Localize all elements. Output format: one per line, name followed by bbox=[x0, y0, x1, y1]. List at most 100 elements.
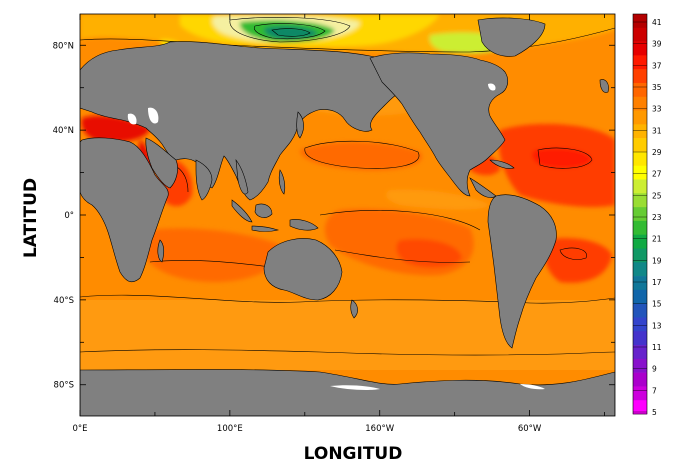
aral-missing bbox=[127, 113, 137, 125]
colorbar-segment bbox=[633, 386, 647, 401]
colorbar-segment bbox=[633, 400, 647, 415]
japan bbox=[296, 111, 304, 139]
colorbar-segment bbox=[633, 124, 647, 139]
colorbar-segment bbox=[633, 358, 647, 373]
colorbar-label: 23 bbox=[652, 213, 662, 222]
y-tick-label: 80°S bbox=[54, 381, 74, 391]
colorbar-label: 41 bbox=[652, 18, 662, 27]
hudson-missing bbox=[488, 83, 496, 91]
sumatra bbox=[231, 199, 253, 223]
colorbar-label: 25 bbox=[652, 191, 662, 200]
south-pacific-core bbox=[396, 238, 462, 268]
contour-pacific-mid bbox=[334, 249, 471, 263]
colorbar-segment bbox=[633, 55, 647, 70]
contour-south-atlantic bbox=[559, 247, 587, 260]
colorbar-label: 39 bbox=[652, 40, 662, 49]
south-america bbox=[487, 194, 557, 349]
antarctica bbox=[80, 369, 615, 416]
british-isles bbox=[599, 79, 609, 93]
equatorial-lower bbox=[386, 189, 490, 210]
colorbar-segment bbox=[633, 207, 647, 222]
x-tick-label: 0°E bbox=[72, 424, 87, 434]
colorbar-label: 15 bbox=[652, 300, 662, 309]
colorbar-segment bbox=[633, 82, 647, 98]
cuba bbox=[489, 159, 515, 169]
south-atlantic-high bbox=[543, 238, 612, 283]
north-pacific-high bbox=[300, 141, 422, 171]
x-tick-label: 100°E bbox=[217, 424, 243, 434]
colorbar-segment bbox=[633, 372, 647, 387]
australia bbox=[263, 238, 343, 301]
x-tick-label: 60°W bbox=[518, 424, 542, 434]
y-tick-label: 80°N bbox=[53, 41, 74, 51]
y-tick-label: 0° bbox=[64, 211, 74, 221]
colorbar-label: 13 bbox=[652, 321, 662, 330]
colorbar-segment bbox=[633, 138, 647, 153]
colorbar-segment bbox=[633, 248, 647, 263]
africa bbox=[80, 137, 169, 283]
colorbar-label: 31 bbox=[652, 126, 662, 135]
southern-ocean-band bbox=[80, 300, 615, 370]
colorbar-label: 29 bbox=[652, 148, 662, 157]
indian-ocean-high bbox=[144, 228, 281, 283]
colorbar-label: 37 bbox=[652, 61, 662, 70]
colorbar-label: 17 bbox=[652, 278, 662, 287]
colorbar-label: 5 bbox=[652, 408, 657, 417]
contour-arctic-inner3 bbox=[271, 28, 311, 37]
colorbar-segment bbox=[633, 303, 647, 318]
colorbar-segment bbox=[633, 179, 647, 194]
contour-north-atlantic bbox=[537, 147, 593, 169]
x-axis-title: LONGITUD bbox=[304, 444, 403, 464]
y-tick-label: 40°S bbox=[54, 296, 74, 306]
colorbar-label: 9 bbox=[652, 365, 657, 374]
antarctic-edge-2 bbox=[520, 384, 545, 390]
north-atlantic-core bbox=[532, 148, 592, 169]
contour-arctic-inner1 bbox=[229, 17, 351, 43]
x-tick-label: 160°W bbox=[365, 424, 394, 434]
colorbar-label: 11 bbox=[652, 343, 662, 352]
colorbar-segment bbox=[633, 193, 647, 208]
colorbar-segment bbox=[633, 262, 647, 277]
contour-north-pacific bbox=[304, 140, 420, 169]
caspian-missing bbox=[148, 107, 159, 124]
contour-arctic bbox=[80, 27, 615, 53]
india bbox=[195, 159, 213, 201]
colorbar-segment bbox=[633, 234, 647, 249]
greenland bbox=[477, 17, 546, 57]
colorbar-label: 21 bbox=[652, 235, 662, 244]
madagascar bbox=[157, 239, 165, 263]
land-masses bbox=[80, 17, 615, 416]
colorbar-segment bbox=[633, 289, 647, 304]
colorbar: 41 39 37 35 33 31 29 27 25 23 21 19 17 15 13 11 9 7 5 bbox=[632, 13, 662, 417]
philippines bbox=[278, 169, 286, 195]
contour-southern-ocean-2 bbox=[80, 349, 615, 356]
colorbar-label: 27 bbox=[652, 170, 662, 179]
colorbar-segment bbox=[633, 220, 647, 235]
north-america bbox=[369, 52, 509, 197]
colorbar-segment bbox=[633, 41, 647, 56]
contour-arctic-inner2 bbox=[253, 23, 326, 40]
contour-lines bbox=[80, 17, 615, 356]
new-zealand bbox=[350, 299, 358, 319]
colorbar-label: 7 bbox=[652, 386, 657, 395]
colorbar-segment bbox=[633, 345, 647, 360]
y-tick-label: 40°N bbox=[53, 126, 74, 136]
colorbar-frame bbox=[632, 13, 648, 415]
axis-ticks: 0°E 100°E 160°W 60°W 80°N 40°N 0° 40°S 80°S bbox=[53, 14, 615, 434]
colorbar-segment bbox=[633, 69, 647, 84]
colorbar-segment bbox=[633, 331, 647, 346]
y-axis-title: LATITUD bbox=[21, 178, 41, 258]
colorbar-label: 35 bbox=[652, 83, 662, 92]
antarctic-edge-1 bbox=[330, 385, 380, 390]
new-guinea bbox=[289, 219, 319, 231]
contour-southern-ocean bbox=[80, 294, 615, 304]
colorbar-segment bbox=[633, 317, 647, 332]
indochina bbox=[235, 158, 249, 195]
missing-data-patches bbox=[127, 83, 545, 390]
colorbar-segment bbox=[633, 96, 647, 111]
colorbar-segment bbox=[633, 14, 647, 29]
arabia bbox=[145, 137, 178, 189]
borneo bbox=[254, 203, 273, 218]
contour-south-pacific bbox=[319, 210, 481, 231]
